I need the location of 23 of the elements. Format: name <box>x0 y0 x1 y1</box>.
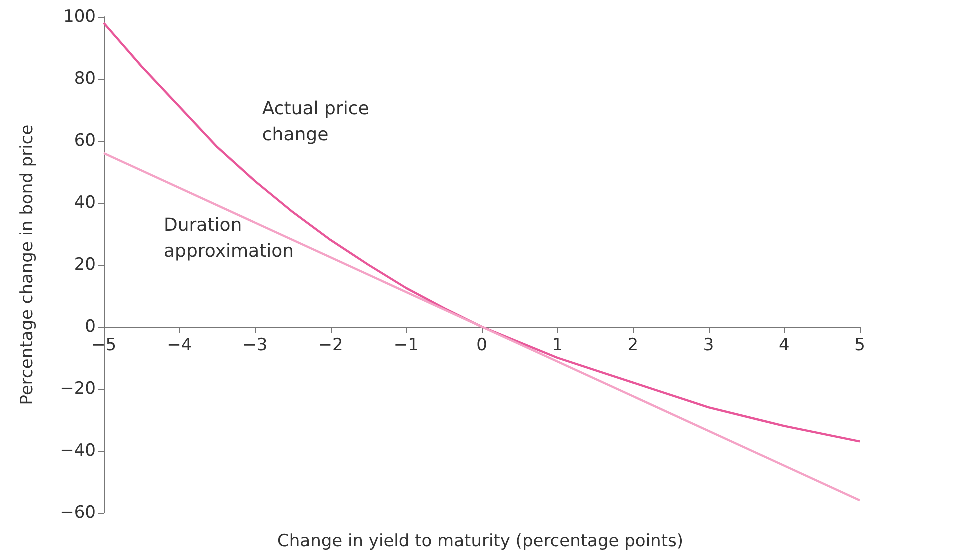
y-axis-title: Percentage change in bond price <box>18 124 38 406</box>
x-axis-title: Change in yield to maturity (percentage points) <box>278 532 684 552</box>
x-tick-label: −3 <box>242 336 268 356</box>
y-tick-label: −60 <box>60 503 96 523</box>
y-tick-label: 100 <box>64 7 96 27</box>
y-tick-label: 0 <box>85 317 96 337</box>
x-tick-label: −1 <box>394 336 419 356</box>
x-tick-label: −4 <box>167 336 192 356</box>
series-label: Actual price change <box>262 98 376 146</box>
x-tick-label: 3 <box>703 336 714 356</box>
x-tick-label: 0 <box>476 336 488 356</box>
x-tick-label: −2 <box>318 336 344 356</box>
y-tick-label: 20 <box>74 255 96 275</box>
series-label: Duration approximation <box>164 214 294 262</box>
y-tick-label: 60 <box>74 131 96 151</box>
x-tick-label: 2 <box>628 336 639 356</box>
y-tick-label: −20 <box>60 379 96 399</box>
y-tick-label: 80 <box>74 69 96 89</box>
y-tick-label: −40 <box>60 441 96 461</box>
x-tick-label: 1 <box>552 336 564 356</box>
y-tick-label: 40 <box>74 193 96 213</box>
x-tick-label: 5 <box>854 336 866 356</box>
x-tick-label: 4 <box>778 336 790 356</box>
